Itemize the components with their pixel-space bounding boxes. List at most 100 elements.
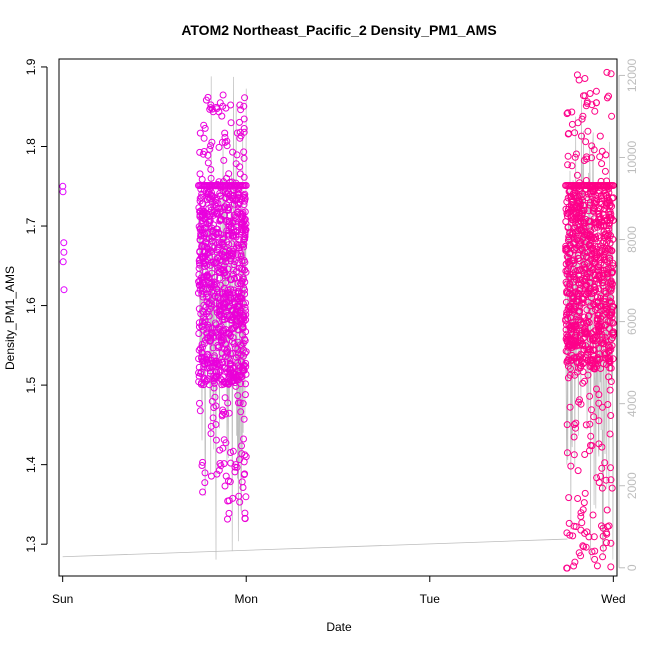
data-point xyxy=(216,99,224,107)
data-point xyxy=(241,286,248,294)
data-point xyxy=(207,166,215,173)
data-point xyxy=(236,163,244,171)
data-point xyxy=(584,329,592,337)
data-point xyxy=(198,354,205,362)
data-point xyxy=(202,286,210,294)
data-point xyxy=(200,242,208,250)
data-point xyxy=(578,115,586,123)
data-point xyxy=(196,211,204,219)
data-point xyxy=(587,190,594,198)
data-point xyxy=(607,476,615,484)
data-point xyxy=(564,332,572,340)
data-point xyxy=(234,280,242,288)
data-point xyxy=(241,514,249,522)
data-point xyxy=(239,484,247,491)
data-point xyxy=(581,489,589,497)
data-point xyxy=(570,339,578,347)
data-point xyxy=(573,214,581,222)
y2-tick-label: 2000 xyxy=(625,472,639,499)
data-point xyxy=(198,287,206,295)
data-point xyxy=(570,562,578,570)
data-point xyxy=(575,309,583,317)
data-point xyxy=(568,351,576,359)
data-point xyxy=(598,464,606,472)
data-point xyxy=(607,346,615,354)
data-point xyxy=(207,422,215,430)
data-point xyxy=(240,125,248,132)
data-point xyxy=(576,285,584,293)
data-point xyxy=(580,157,588,164)
y2-tick-label: 6000 xyxy=(625,308,639,335)
data-point xyxy=(580,543,588,551)
data-point xyxy=(228,178,236,186)
data-point xyxy=(200,121,208,129)
data-point xyxy=(566,281,574,288)
y-tick-label: 1.6 xyxy=(24,297,38,314)
data-point xyxy=(583,281,591,289)
data-point xyxy=(579,334,587,342)
data-point xyxy=(585,287,593,295)
data-point xyxy=(207,104,215,112)
data-point xyxy=(225,497,233,505)
data-point xyxy=(197,232,205,240)
data-point xyxy=(232,215,240,223)
data-point xyxy=(239,400,247,408)
data-point xyxy=(591,185,599,192)
data-point xyxy=(209,258,217,266)
data-point xyxy=(574,200,582,208)
data-point xyxy=(579,354,587,362)
data-point xyxy=(215,466,223,474)
data-point xyxy=(214,292,222,300)
data-point xyxy=(587,348,594,356)
data-point xyxy=(592,87,600,95)
data-point xyxy=(609,329,617,337)
data-point xyxy=(599,532,607,540)
data-point xyxy=(240,435,247,443)
data-point xyxy=(231,468,239,476)
data-point xyxy=(196,248,204,256)
data-point xyxy=(226,361,234,369)
data-point xyxy=(591,107,599,115)
data-point xyxy=(607,464,614,472)
data-point xyxy=(218,112,226,120)
data-point xyxy=(231,315,238,323)
data-point xyxy=(240,173,248,181)
data-point xyxy=(208,397,216,405)
data-point xyxy=(586,231,594,239)
data-point xyxy=(586,90,594,97)
data-point xyxy=(220,266,228,274)
data-point xyxy=(605,92,612,100)
data-point xyxy=(563,267,571,275)
data-point xyxy=(225,227,233,235)
data-point xyxy=(592,286,600,294)
data-point xyxy=(226,247,234,255)
data-point xyxy=(578,341,586,349)
data-point xyxy=(60,286,68,294)
data-point xyxy=(210,359,218,367)
data-point xyxy=(563,289,571,297)
data-point xyxy=(604,270,612,278)
data-point xyxy=(218,376,226,384)
data-point xyxy=(609,235,617,243)
data-point xyxy=(607,539,615,547)
data-point xyxy=(204,151,212,159)
data-point xyxy=(204,293,212,301)
data-point xyxy=(204,245,212,253)
data-point xyxy=(198,213,206,221)
data-point xyxy=(219,444,227,452)
data-point xyxy=(219,234,227,242)
data-point xyxy=(578,235,586,243)
data-point xyxy=(586,183,594,191)
data-point xyxy=(198,290,206,298)
data-point xyxy=(220,269,228,277)
data-point xyxy=(229,266,237,274)
data-point xyxy=(579,542,587,550)
data-point xyxy=(607,214,614,222)
x-axis: Sun Mon Tue Wed xyxy=(52,575,626,606)
data-point xyxy=(235,273,243,281)
data-point xyxy=(222,279,229,287)
data-point xyxy=(195,289,202,297)
data-point xyxy=(595,210,603,218)
x-tick-label: Sun xyxy=(52,592,73,606)
data-point xyxy=(236,498,244,506)
